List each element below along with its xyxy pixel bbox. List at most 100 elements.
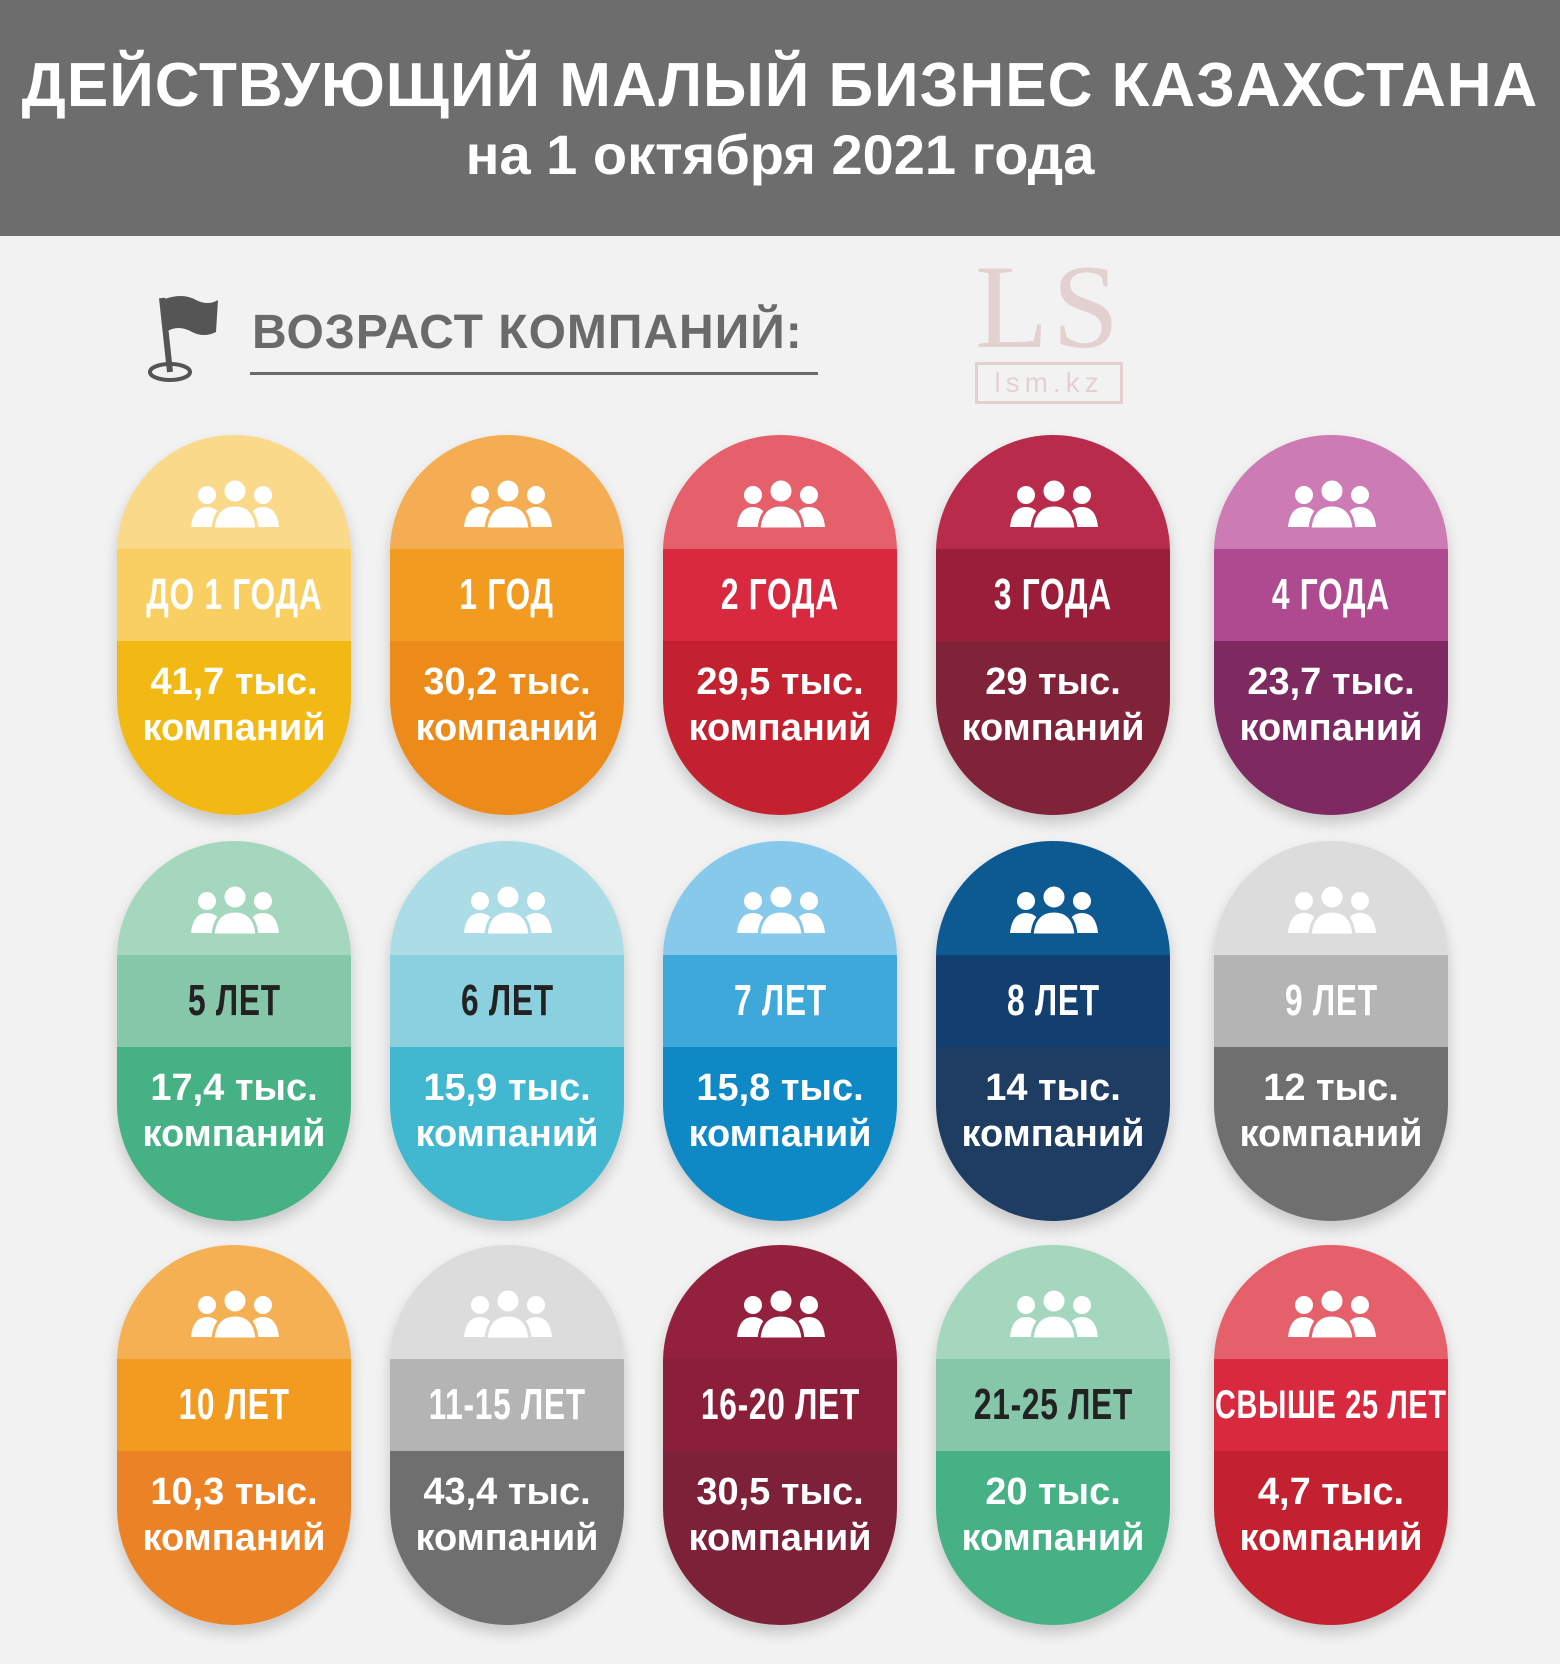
watermark-logo: LS lsm.kz — [975, 240, 1124, 404]
card-top — [663, 1245, 897, 1359]
age-label: 5 ЛЕТ — [187, 976, 281, 1025]
company-count: 30,5 тыс. — [696, 1471, 864, 1513]
card-label-band: 1 ГОД — [390, 549, 624, 641]
company-unit: компаний — [1239, 707, 1423, 749]
company-unit: компаний — [688, 707, 872, 749]
card-label-band: 6 ЛЕТ — [390, 955, 624, 1047]
card-label-band: 7 ЛЕТ — [663, 955, 897, 1047]
company-unit: компаний — [415, 1517, 599, 1559]
card-value-area: 29,5 тыс. компаний — [663, 641, 897, 815]
age-group-card: 3 ГОДА 29 тыс. компаний — [936, 435, 1170, 815]
age-group-card: 6 ЛЕТ 15,9 тыс. компаний — [390, 841, 624, 1221]
card-top — [117, 1245, 351, 1359]
card-top — [390, 435, 624, 549]
company-unit: компаний — [142, 707, 326, 749]
company-unit: компаний — [415, 1113, 599, 1155]
card-value-area: 30,5 тыс. компаний — [663, 1451, 897, 1625]
age-group-card: 8 ЛЕТ 14 тыс. компаний — [936, 841, 1170, 1221]
company-unit: компаний — [961, 707, 1145, 749]
card-top — [663, 841, 897, 955]
company-count: 10,3 тыс. — [150, 1471, 318, 1513]
people-icon — [464, 885, 552, 935]
people-icon — [1288, 885, 1376, 935]
company-count: 41,7 тыс. — [150, 661, 318, 703]
card-value-area: 17,4 тыс. компаний — [117, 1047, 351, 1221]
people-icon — [464, 1289, 552, 1339]
company-count: 4,7 тыс. — [1257, 1471, 1405, 1513]
page-subtitle: на 1 октября 2021 года — [465, 123, 1095, 186]
card-top — [1214, 1245, 1448, 1359]
card-value-area: 29 тыс. компаний — [936, 641, 1170, 815]
company-unit: компаний — [688, 1113, 872, 1155]
company-count: 29 тыс. — [985, 661, 1121, 703]
age-label: 8 ЛЕТ — [1006, 976, 1100, 1025]
age-group-card: 2 ГОДА 29,5 тыс. компаний — [663, 435, 897, 815]
age-label: 21-25 ЛЕТ — [973, 1380, 1133, 1429]
card-value-area: 4,7 тыс. компаний — [1214, 1451, 1448, 1625]
people-icon — [191, 885, 279, 935]
card-value-area: 23,7 тыс. компаний — [1214, 641, 1448, 815]
card-top — [390, 1245, 624, 1359]
card-value-area: 30,2 тыс. компаний — [390, 641, 624, 815]
age-group-card: 7 ЛЕТ 15,8 тыс. компаний — [663, 841, 897, 1221]
age-label: ДО 1 ГОДА — [145, 570, 323, 619]
age-group-card: СВЫШЕ 25 ЛЕТ 4,7 тыс. компаний — [1214, 1245, 1448, 1625]
company-count: 23,7 тыс. — [1247, 661, 1415, 703]
age-group-card: 9 ЛЕТ 12 тыс. компаний — [1214, 841, 1448, 1221]
card-label-band: 4 ГОДА — [1214, 549, 1448, 641]
company-unit: компаний — [1239, 1113, 1423, 1155]
card-label-band: 21-25 ЛЕТ — [936, 1359, 1170, 1451]
card-top — [117, 841, 351, 955]
flag-icon — [142, 292, 222, 389]
age-group-card: 16-20 ЛЕТ 30,5 тыс. компаний — [663, 1245, 897, 1625]
people-icon — [737, 885, 825, 935]
card-top — [936, 1245, 1170, 1359]
age-label: 3 ГОДА — [994, 570, 1112, 619]
age-label: 11-15 ЛЕТ — [428, 1380, 586, 1429]
card-value-area: 14 тыс. компаний — [936, 1047, 1170, 1221]
company-unit: компаний — [142, 1517, 326, 1559]
company-count: 29,5 тыс. — [696, 661, 864, 703]
card-label-band: СВЫШЕ 25 ЛЕТ — [1214, 1359, 1448, 1451]
company-unit: компаний — [1239, 1517, 1423, 1559]
card-value-area: 43,4 тыс. компаний — [390, 1451, 624, 1625]
people-icon — [1010, 1289, 1098, 1339]
people-icon — [1010, 479, 1098, 529]
card-value-area: 10,3 тыс. компаний — [117, 1451, 351, 1625]
age-group-card: 5 ЛЕТ 17,4 тыс. компаний — [117, 841, 351, 1221]
card-top — [390, 841, 624, 955]
people-icon — [1288, 479, 1376, 529]
people-icon — [737, 479, 825, 529]
company-unit: компаний — [961, 1113, 1145, 1155]
age-label: 7 ЛЕТ — [733, 976, 827, 1025]
age-label: 2 ГОДА — [721, 570, 839, 619]
header-banner: ДЕЙСТВУЮЩИЙ МАЛЫЙ БИЗНЕС КАЗАХСТАНА на 1… — [0, 0, 1560, 236]
watermark-letters: LS — [975, 240, 1124, 373]
card-label-band: 9 ЛЕТ — [1214, 955, 1448, 1047]
people-icon — [737, 1289, 825, 1339]
card-top — [936, 435, 1170, 549]
card-label-band: 8 ЛЕТ — [936, 955, 1170, 1047]
company-count: 30,2 тыс. — [423, 661, 591, 703]
card-value-area: 12 тыс. компаний — [1214, 1047, 1448, 1221]
card-value-area: 15,9 тыс. компаний — [390, 1047, 624, 1221]
company-count: 43,4 тыс. — [423, 1471, 591, 1513]
card-label-band: 3 ГОДА — [936, 549, 1170, 641]
company-unit: компаний — [142, 1113, 326, 1155]
page-title: ДЕЙСТВУЮЩИЙ МАЛЫЙ БИЗНЕС КАЗАХСТАНА — [21, 51, 1539, 120]
card-value-area: 20 тыс. компаний — [936, 1451, 1170, 1625]
company-count: 15,9 тыс. — [423, 1067, 591, 1109]
company-unit: компаний — [961, 1517, 1145, 1559]
card-label-band: 10 ЛЕТ — [117, 1359, 351, 1451]
age-group-card: 21-25 ЛЕТ 20 тыс. компаний — [936, 1245, 1170, 1625]
age-group-card: 4 ГОДА 23,7 тыс. компаний — [1214, 435, 1448, 815]
age-group-card: 1 ГОД 30,2 тыс. компаний — [390, 435, 624, 815]
company-count: 14 тыс. — [985, 1067, 1121, 1109]
watermark-site: lsm.kz — [975, 362, 1124, 404]
age-group-card: ДО 1 ГОДА 41,7 тыс. компаний — [117, 435, 351, 815]
people-icon — [1288, 1289, 1376, 1339]
people-icon — [464, 479, 552, 529]
section-underline — [250, 372, 818, 375]
age-label: 6 ЛЕТ — [460, 976, 554, 1025]
age-group-card: 10 ЛЕТ 10,3 тыс. компаний — [117, 1245, 351, 1625]
